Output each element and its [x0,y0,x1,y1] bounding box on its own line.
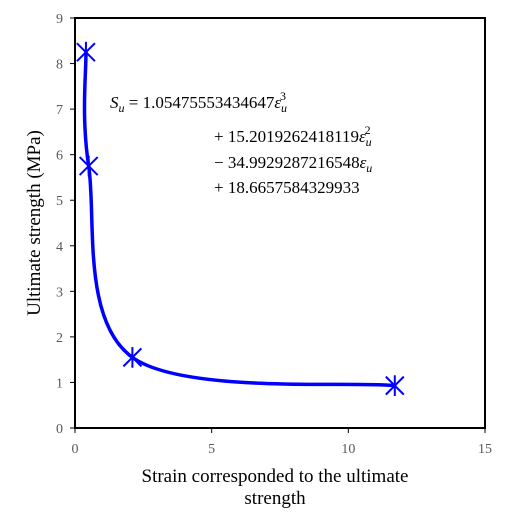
data-point-marker [385,375,405,396]
plot-frame [74,17,486,429]
x-tick-label: 15 [478,442,492,457]
y-tick-label: 5 [56,194,63,209]
data-point-marker [76,41,96,63]
y-tick-label: 7 [56,103,63,118]
y-axis-title: Ultimate strength (MPa) [24,130,45,316]
regression-equation: Su = 1.05475553434647εu3 + 15.2019262418… [110,89,372,197]
x-tick-label: 5 [208,442,215,457]
equation-line-1: Su = 1.05475553434647εu3 [110,89,287,115]
equation-line-3: − 34.9929287216548εu [214,153,372,175]
x-tick-label: 0 [72,442,79,457]
x-axis-title-line-1: Strain corresponded to the ultimate [142,466,409,487]
data-point-markers [76,41,405,396]
y-tick-label: 8 [56,58,63,73]
data-series-line [82,50,397,388]
y-tick-label: 1 [56,376,63,391]
y-axis-ticks: 0 1 2 3 4 5 6 7 8 9 [56,12,75,437]
y-tick-label: 6 [56,149,63,164]
data-point-marker [122,347,143,368]
equation-line-2: + 15.2019262418119εu2 [214,123,372,149]
y-tick-label: 2 [56,331,63,346]
y-tick-label: 0 [56,422,63,437]
equation-line-4: + 18.6657584329933 [214,178,360,197]
y-tick-label: 4 [56,240,63,255]
data-point-marker [78,155,99,177]
y-tick-label: 3 [56,285,63,300]
x-axis-ticks: 0 5 10 15 [72,428,492,457]
x-axis-title-line-2: strength [244,488,306,509]
y-tick-label: 9 [56,12,63,27]
x-tick-label: 10 [341,442,355,457]
